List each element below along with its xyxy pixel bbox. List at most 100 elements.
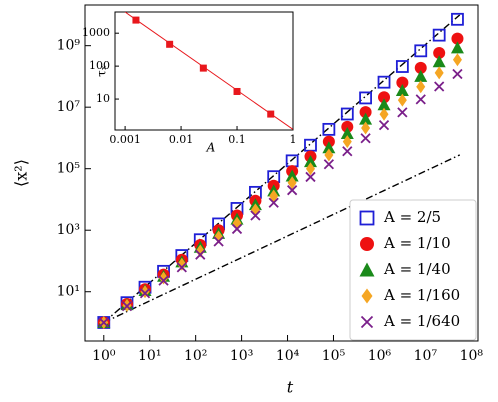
x-tick-label: 0.001 (109, 133, 141, 146)
point (377, 75, 391, 89)
x-tick-label: 0.1 (228, 133, 246, 146)
point (378, 91, 391, 104)
fit-line (124, 12, 293, 130)
point (432, 55, 446, 68)
y-tick-label: 10 (96, 92, 110, 105)
point (397, 93, 407, 107)
y-tick-label: 10⁵ (57, 161, 81, 177)
point (303, 155, 317, 168)
point (434, 81, 445, 92)
point (415, 94, 426, 105)
point (287, 185, 298, 196)
point (452, 68, 463, 80)
x-tick-label: 10⁴ (276, 348, 300, 364)
point (268, 197, 279, 208)
x-tick-label: 10³ (230, 348, 253, 364)
point (396, 76, 409, 89)
point (250, 210, 261, 221)
legend-label: A = 2/5 (383, 208, 441, 226)
point (397, 107, 408, 118)
point (395, 60, 409, 73)
point (139, 288, 151, 299)
point (377, 98, 391, 111)
point (359, 112, 373, 125)
legend-label: A = 1/160 (383, 286, 460, 304)
point (305, 162, 315, 176)
inset-x-label: A (206, 141, 216, 155)
y-tick-label: 10⁹ (57, 38, 81, 54)
y-tick-label: 10⁷ (57, 99, 81, 115)
legend-box (349, 199, 477, 341)
y-tick-label: 10¹ (57, 284, 80, 300)
point (340, 107, 354, 121)
point (324, 148, 334, 162)
point (414, 44, 428, 58)
point (233, 87, 241, 95)
point (451, 32, 464, 45)
point (269, 189, 279, 203)
point (158, 275, 169, 286)
legend-marker (359, 210, 375, 226)
legend-marker (361, 288, 373, 304)
point (395, 83, 409, 96)
x-axis-label: t (287, 378, 294, 397)
point (359, 106, 372, 119)
x-tick-label: 0.01 (169, 133, 194, 146)
point (323, 159, 335, 170)
point (195, 244, 205, 258)
point (414, 69, 428, 82)
point (213, 236, 224, 247)
point (360, 133, 371, 144)
point (322, 122, 336, 136)
point (285, 169, 299, 182)
point (361, 121, 371, 135)
legend-marker (359, 262, 375, 277)
legend-label: A = 1/640 (383, 312, 460, 330)
point (434, 66, 444, 80)
point (340, 126, 354, 139)
x-tick-label: 10² (184, 348, 207, 364)
y-axis-label: ⟨x²⟩ (12, 159, 31, 187)
legend-label: A = 1/10 (383, 234, 451, 252)
point (416, 80, 426, 94)
point (177, 257, 187, 271)
point (166, 40, 174, 48)
point (159, 271, 169, 285)
point (379, 107, 389, 121)
legend-marker (360, 315, 374, 329)
point (199, 64, 207, 72)
y-tick-label: 1000 (82, 26, 110, 39)
x-tick-label: 10⁷ (414, 348, 438, 364)
x-tick-label: 10⁸ (460, 348, 484, 364)
point (432, 28, 446, 42)
x-tick-label: 10⁶ (368, 348, 392, 364)
point (121, 300, 133, 312)
x-tick-label: 10⁰ (92, 348, 116, 364)
x-tick-label: 10⁵ (322, 348, 346, 364)
point (132, 16, 140, 24)
point (195, 249, 206, 260)
point (176, 262, 187, 273)
point (98, 317, 109, 328)
point (450, 41, 464, 54)
point (267, 110, 275, 118)
point (287, 176, 297, 190)
legend-label: A = 1/40 (383, 260, 451, 278)
point (452, 53, 462, 67)
x-tick-label: 10¹ (138, 348, 161, 364)
x-tick-label: 1 (290, 133, 297, 146)
point (378, 120, 390, 131)
legend-marker (360, 237, 374, 251)
point (451, 12, 464, 26)
inset-y-label: τₓ (95, 65, 109, 77)
point (231, 223, 243, 235)
point (341, 120, 354, 133)
point (342, 146, 353, 157)
y-tick-label: 100 (89, 59, 110, 72)
point (433, 46, 446, 59)
point (414, 61, 427, 74)
point (342, 135, 352, 149)
point (322, 141, 336, 154)
